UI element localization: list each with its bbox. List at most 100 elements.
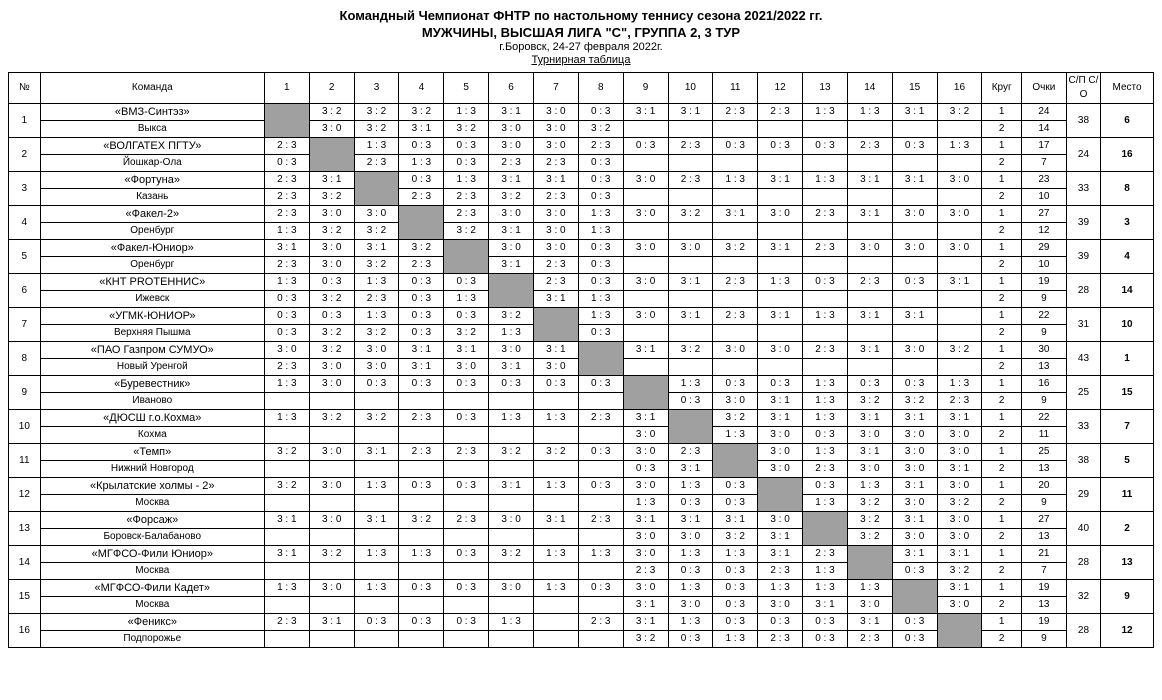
col-r6: 6: [489, 73, 534, 104]
score-cell: 3 : 0: [668, 240, 713, 257]
score-cell: [668, 155, 713, 172]
score-cell: 2 : 3: [668, 172, 713, 189]
score-cell: 0 : 3: [578, 172, 623, 189]
score-cell: 3 : 1: [892, 410, 937, 427]
score-cell: 3 : 0: [309, 206, 354, 223]
score-cell: [937, 614, 982, 648]
score-cell: 1 : 3: [264, 376, 309, 393]
score-cell: [444, 529, 489, 546]
krug-cell: 2: [982, 121, 1022, 138]
score-cell: 0 : 3: [847, 376, 892, 393]
ochki-cell: 13: [1021, 461, 1066, 478]
score-cell: 1 : 3: [354, 546, 399, 563]
score-cell: 3 : 1: [309, 172, 354, 189]
score-cell: [668, 325, 713, 342]
score-cell: 3 : 0: [937, 512, 982, 529]
score-cell: 1 : 3: [713, 172, 758, 189]
krug-cell: 1: [982, 580, 1022, 597]
score-cell: [758, 257, 803, 274]
col-r3: 3: [354, 73, 399, 104]
table-row: 11«Темп»3 : 23 : 03 : 12 : 32 : 33 : 23 …: [9, 444, 1154, 461]
score-cell: 3 : 0: [892, 240, 937, 257]
score-cell: 0 : 3: [578, 376, 623, 393]
score-cell: [847, 155, 892, 172]
score-cell: [847, 223, 892, 240]
score-cell: [668, 223, 713, 240]
score-cell: 0 : 3: [399, 291, 444, 308]
score-cell: 3 : 0: [937, 206, 982, 223]
team-name: «УГМК-ЮНИОР»: [40, 308, 264, 325]
score-cell: 0 : 3: [713, 580, 758, 597]
score-cell: 3 : 0: [892, 461, 937, 478]
table-row: 12«Крылатские холмы - 2»3 : 23 : 01 : 30…: [9, 478, 1154, 495]
score-cell: [847, 546, 892, 580]
mesto-cell: 4: [1101, 240, 1154, 274]
score-cell: [623, 257, 668, 274]
score-cell: 3 : 1: [937, 274, 982, 291]
team-name: «Буревестник»: [40, 376, 264, 393]
score-cell: 0 : 3: [578, 325, 623, 342]
ochki-cell: 24: [1021, 104, 1066, 121]
score-cell: 3 : 2: [937, 104, 982, 121]
mesto-cell: 5: [1101, 444, 1154, 478]
score-cell: 2 : 3: [444, 206, 489, 223]
score-cell: [758, 121, 803, 138]
score-cell: 3 : 1: [668, 274, 713, 291]
score-cell: [713, 121, 758, 138]
score-cell: 3 : 0: [623, 172, 668, 189]
krug-cell: 2: [982, 427, 1022, 444]
score-cell: [623, 376, 668, 410]
score-cell: 3 : 0: [892, 206, 937, 223]
team-city: Оренбург: [40, 257, 264, 274]
score-cell: 3 : 2: [489, 546, 534, 563]
score-cell: 1 : 3: [578, 308, 623, 325]
score-cell: 1 : 3: [533, 410, 578, 427]
score-cell: [533, 393, 578, 410]
score-cell: [623, 325, 668, 342]
score-cell: 0 : 3: [892, 563, 937, 580]
score-cell: 3 : 1: [668, 512, 713, 529]
score-cell: 0 : 3: [713, 138, 758, 155]
table-row: Выкса3 : 03 : 23 : 13 : 23 : 03 : 03 : 2…: [9, 121, 1154, 138]
score-cell: 3 : 2: [309, 104, 354, 121]
ochki-cell: 25: [1021, 444, 1066, 461]
score-cell: [847, 121, 892, 138]
score-cell: [354, 461, 399, 478]
score-cell: 3 : 2: [309, 325, 354, 342]
score-cell: [399, 427, 444, 444]
score-cell: 3 : 0: [309, 512, 354, 529]
ochki-cell: 13: [1021, 359, 1066, 376]
score-cell: 1 : 3: [937, 376, 982, 393]
score-cell: 3 : 0: [892, 529, 937, 546]
score-cell: 2 : 3: [578, 138, 623, 155]
score-cell: [399, 495, 444, 512]
score-cell: [264, 427, 309, 444]
score-cell: 0 : 3: [578, 240, 623, 257]
row-num: 6: [9, 274, 41, 308]
mesto-cell: 8: [1101, 172, 1154, 206]
score-cell: 2 : 3: [803, 206, 848, 223]
score-cell: [758, 189, 803, 206]
col-mesto: Место: [1101, 73, 1154, 104]
ochki-cell: 29: [1021, 240, 1066, 257]
row-num: 12: [9, 478, 41, 512]
score-cell: 3 : 2: [937, 563, 982, 580]
score-cell: 3 : 0: [668, 529, 713, 546]
score-cell: [892, 325, 937, 342]
score-cell: [668, 257, 713, 274]
score-cell: 3 : 1: [758, 546, 803, 563]
score-cell: 3 : 0: [354, 206, 399, 223]
score-cell: [489, 274, 534, 308]
score-cell: 3 : 1: [623, 597, 668, 614]
row-num: 7: [9, 308, 41, 342]
col-r16: 16: [937, 73, 982, 104]
score-cell: 0 : 3: [668, 495, 713, 512]
score-cell: 0 : 3: [444, 138, 489, 155]
score-cell: [399, 597, 444, 614]
mesto-cell: 3: [1101, 206, 1154, 240]
table-row: Оренбург1 : 33 : 23 : 23 : 23 : 13 : 01 …: [9, 223, 1154, 240]
score-cell: [892, 291, 937, 308]
score-cell: [803, 121, 848, 138]
table-row: Подпорожье3 : 20 : 31 : 32 : 30 : 32 : 3…: [9, 631, 1154, 648]
score-cell: [668, 359, 713, 376]
